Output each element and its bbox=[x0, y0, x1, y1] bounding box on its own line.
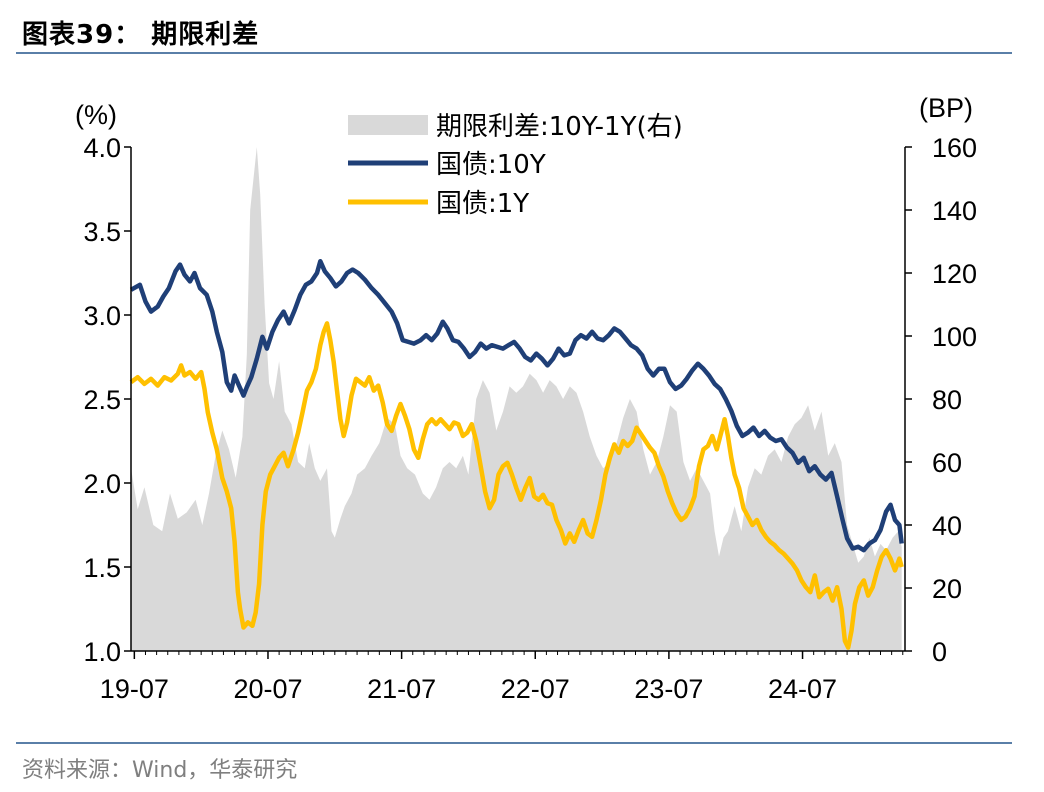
left-axis-tick-label: 2.5 bbox=[83, 385, 121, 415]
x-axis-tick-label: 23-07 bbox=[634, 674, 703, 704]
spread-area-layer bbox=[131, 147, 902, 651]
x-axis-tick-label: 20-07 bbox=[233, 674, 302, 704]
x-axis-tick-label: 19-07 bbox=[100, 674, 169, 704]
source-note: 资料来源：Wind，华泰研究 bbox=[22, 758, 298, 783]
x-axis-tick-label: 21-07 bbox=[367, 674, 436, 704]
right-axis-tick-label: 140 bbox=[932, 196, 977, 226]
left-axis-tick-label: 3.0 bbox=[83, 301, 121, 331]
left-axis-tick-label: 2.0 bbox=[83, 469, 121, 499]
series-1y-line bbox=[129, 321, 904, 650]
left-axis-unit-label: (%) bbox=[75, 100, 117, 130]
left-axis-tick-label: 1.0 bbox=[83, 637, 121, 667]
page-title: 图表39： 期限利差 bbox=[22, 20, 260, 50]
right-axis-tick-label: 60 bbox=[932, 448, 962, 478]
right-axis-tick-label: 100 bbox=[932, 322, 977, 352]
left-axis-tick-label: 3.5 bbox=[83, 217, 121, 247]
axes-layer: 1.0 1.5 2.0 2.5 3.0 3.5 4.0 0 20 40 60 80 100 120 140 1… bbox=[83, 133, 977, 704]
right-axis-unit-label: (BP) bbox=[919, 93, 973, 123]
right-axis-tick-label: 0 bbox=[932, 637, 947, 667]
legend: 期限利差:10Y-1Y(右) 国债:10Y 国债:1Y bbox=[348, 112, 683, 219]
legend-label-10y: 国债:10Y bbox=[436, 150, 546, 180]
x-axis-tick-label: 22-07 bbox=[501, 674, 570, 704]
right-axis-tick-label: 80 bbox=[932, 385, 962, 415]
right-axis-tick-label: 20 bbox=[932, 574, 962, 604]
legend-swatch-spread bbox=[348, 115, 428, 135]
series-10y-line bbox=[129, 258, 904, 553]
left-axis-tick-label: 1.5 bbox=[83, 553, 121, 583]
series-spread-area bbox=[131, 147, 902, 651]
right-axis-tick-label: 120 bbox=[932, 259, 977, 289]
yield-lines-layer bbox=[129, 258, 904, 650]
legend-label-spread: 期限利差:10Y-1Y(右) bbox=[436, 112, 683, 142]
x-axis-tick-label: 24-07 bbox=[768, 674, 837, 704]
left-axis-tick-label: 4.0 bbox=[83, 133, 121, 163]
title-rule bbox=[16, 52, 1012, 54]
source-rule bbox=[16, 742, 1012, 744]
right-axis-tick-label: 160 bbox=[932, 133, 977, 163]
right-axis-tick-label: 40 bbox=[932, 511, 962, 541]
legend-label-1y: 国债:1Y bbox=[436, 189, 529, 219]
